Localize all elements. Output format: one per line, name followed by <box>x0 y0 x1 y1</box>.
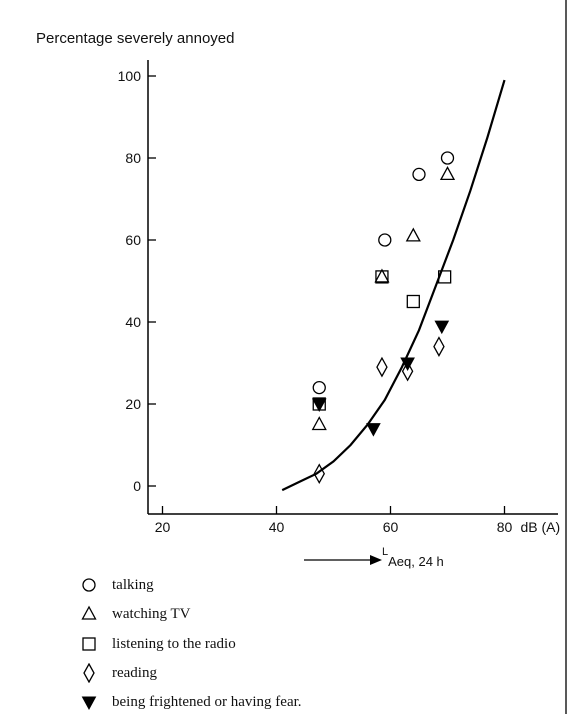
square-legend-symbol <box>82 637 96 651</box>
legend-marker <box>81 696 97 711</box>
x-label-arrow <box>304 555 382 565</box>
x-tick-label: 40 <box>269 519 285 535</box>
legend-label: listening to the radio <box>112 635 236 652</box>
x-tick-label: 20 <box>155 519 171 535</box>
y-tick-label: 100 <box>118 68 142 84</box>
circle-point <box>312 380 326 395</box>
triangle-down-filled-point <box>311 398 327 413</box>
legend-marker <box>82 578 96 592</box>
triangle-down-filled-legend-symbol <box>81 696 97 711</box>
triangle-up-point <box>439 166 456 181</box>
x-axis-title-prefix: L <box>382 546 389 558</box>
data-points <box>311 151 456 485</box>
diamond-point <box>313 463 325 485</box>
circle-legend-symbol <box>82 578 96 592</box>
x-tick-label: 60 <box>383 519 399 535</box>
y-tick-label: 80 <box>125 150 141 166</box>
legend-marker <box>83 663 95 683</box>
triangle-down-filled-point <box>366 423 381 437</box>
triangle-up-legend-symbol <box>81 605 97 620</box>
legend-label: reading <box>112 664 157 681</box>
y-ticks: 0 20 40 60 80 100 <box>118 68 156 494</box>
legend-item: watching TV <box>78 603 190 625</box>
diamond-point <box>433 336 445 357</box>
legend-item: being frightened or having fear. <box>78 691 302 713</box>
x-tick-label: 80 <box>497 519 513 535</box>
diamond-point <box>376 356 388 378</box>
legend-item: reading <box>78 662 157 684</box>
legend-marker <box>81 605 97 620</box>
diamond-point <box>401 360 414 382</box>
y-axis-title: Percentage severely annoyed <box>36 30 235 47</box>
legend-label: watching TV <box>112 605 191 622</box>
circle-point <box>412 167 426 182</box>
triangle-down-filled-point <box>434 320 450 335</box>
legend-marker <box>82 637 96 651</box>
x-axis-unit: dB (A) <box>521 519 561 535</box>
y-tick-label: 20 <box>125 396 141 412</box>
x-ticks: 20 40 60 80 dB (A) <box>155 506 560 535</box>
y-tick-label: 40 <box>125 314 141 330</box>
y-tick-label: 60 <box>125 232 141 248</box>
y-tick-label: 0 <box>133 478 141 494</box>
x-axis-title-sub: Aeq, 24 h <box>388 554 444 569</box>
diamond-legend-symbol <box>83 663 95 683</box>
circle-point <box>378 233 392 247</box>
legend-label: talking <box>112 576 154 593</box>
square-point <box>406 294 420 309</box>
square-point <box>437 270 452 284</box>
triangle-up-point <box>405 227 421 242</box>
triangle-down-filled-point <box>400 357 415 372</box>
triangle-up-point <box>311 416 327 431</box>
circle-point <box>440 151 455 165</box>
square-point <box>375 270 389 284</box>
triangle-up-point <box>374 268 390 283</box>
legend-item: talking <box>78 574 154 596</box>
legend-item: listening to the radio <box>78 633 236 655</box>
x-axis-title: LAeq, 24 h <box>382 546 444 569</box>
legend-label: being frightened or having fear. <box>112 693 302 710</box>
fitted-curve <box>281 79 506 492</box>
